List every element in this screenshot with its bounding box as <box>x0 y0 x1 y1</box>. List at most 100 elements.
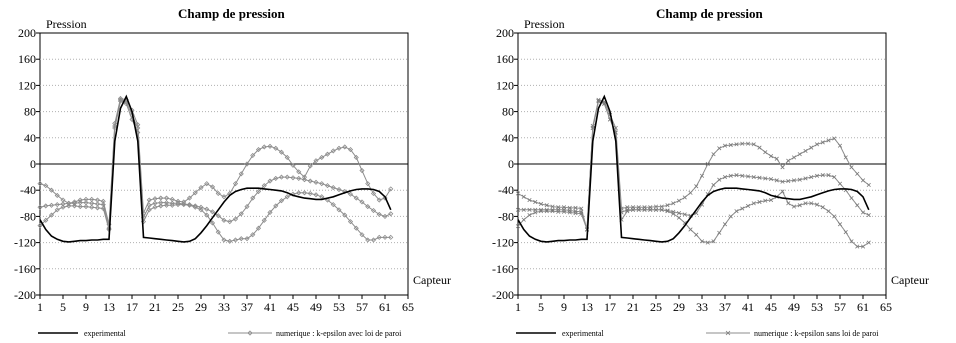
data-point <box>791 204 797 209</box>
data-point <box>388 211 394 217</box>
data-point <box>579 206 584 211</box>
x-tick-label: 61 <box>379 300 391 314</box>
y-tick-label: -160 <box>14 262 36 276</box>
data-point <box>336 186 342 193</box>
data-point <box>550 204 555 209</box>
data-point <box>820 173 825 178</box>
data-point <box>659 204 664 209</box>
legend-label-numerique: numerique : k-epsilon avec loi de paroi <box>276 329 402 338</box>
data-point <box>307 163 313 169</box>
data-point <box>152 204 158 210</box>
data-point <box>215 213 221 219</box>
data-point <box>284 194 290 200</box>
data-point <box>301 190 308 196</box>
chart-panel-right: 200 160 120 80 40 0 -40 -80 -120 -160 -200 1 5 9 13 17 2… <box>478 0 956 343</box>
data-point <box>636 207 641 212</box>
data-point <box>797 203 802 208</box>
data-point <box>682 195 687 200</box>
data-point <box>43 203 49 209</box>
data-point <box>347 219 354 225</box>
data-point <box>596 97 601 102</box>
y-axis-label: Pression <box>46 17 87 31</box>
x-tick-label: 1 <box>37 300 43 314</box>
data-point <box>250 152 256 159</box>
data-point <box>278 149 285 155</box>
x-tick-label: 21 <box>627 300 639 314</box>
data-point <box>814 173 820 178</box>
data-point <box>521 194 526 199</box>
data-point <box>238 211 244 217</box>
data-point <box>717 177 722 182</box>
data-point <box>809 201 814 206</box>
data-point <box>826 138 831 143</box>
y-tick-label: 0 <box>30 157 36 171</box>
data-point <box>745 174 751 179</box>
data-point <box>186 202 193 208</box>
data-point <box>780 179 785 184</box>
data-point <box>515 191 521 196</box>
data-point <box>751 201 756 206</box>
data-point <box>728 142 733 148</box>
data-point <box>768 197 774 203</box>
data-point <box>803 148 808 153</box>
data-point <box>123 101 129 107</box>
data-point <box>579 211 584 216</box>
data-point <box>215 190 221 197</box>
data-point <box>192 203 198 209</box>
data-point <box>763 150 768 155</box>
x-tick-label: 65 <box>880 300 892 314</box>
data-point <box>181 201 187 207</box>
x-tick-label: 33 <box>218 300 230 314</box>
data-point <box>192 190 198 196</box>
x-tick-label: 13 <box>103 300 115 314</box>
data-point <box>676 215 682 220</box>
data-point <box>89 196 95 202</box>
data-point <box>37 181 43 187</box>
data-point <box>324 197 331 203</box>
y-tick-label: 200 <box>18 26 36 40</box>
x-tick-label: 49 <box>310 300 322 314</box>
data-point <box>83 196 89 202</box>
data-point <box>60 201 66 207</box>
data-point <box>803 176 808 181</box>
data-point <box>573 205 578 210</box>
data-point <box>232 237 239 243</box>
data-point <box>278 198 285 204</box>
data-point <box>722 143 728 148</box>
data-point <box>855 203 860 208</box>
y-tick-label: -160 <box>492 262 514 276</box>
data-point <box>814 142 820 147</box>
data-point <box>250 195 256 201</box>
data-point <box>728 214 733 219</box>
y-tick-label: 80 <box>24 105 36 119</box>
data-point <box>353 195 359 201</box>
data-point <box>630 207 636 212</box>
data-point <box>146 202 152 208</box>
data-point <box>648 207 653 212</box>
data-point <box>192 204 198 210</box>
data-point <box>533 210 538 215</box>
data-point <box>163 202 170 208</box>
x-tick-label: 41 <box>742 300 754 314</box>
data-point <box>324 183 331 189</box>
data-point <box>100 198 106 204</box>
series-line <box>517 100 870 247</box>
data-point <box>227 238 233 244</box>
data-point <box>146 207 152 213</box>
data-point <box>267 209 273 216</box>
data-point <box>573 211 578 216</box>
data-point <box>273 203 279 209</box>
data-point <box>296 169 302 175</box>
data-point <box>169 202 175 208</box>
data-point <box>855 171 860 176</box>
data-point <box>319 181 325 187</box>
data-point <box>261 183 267 189</box>
data-point <box>590 125 595 131</box>
data-point <box>117 98 124 104</box>
x-tick-label: 25 <box>650 300 662 314</box>
data-point <box>71 203 78 209</box>
data-point <box>699 173 705 178</box>
y-tick-label: -200 <box>14 288 36 302</box>
data-point <box>221 237 227 243</box>
